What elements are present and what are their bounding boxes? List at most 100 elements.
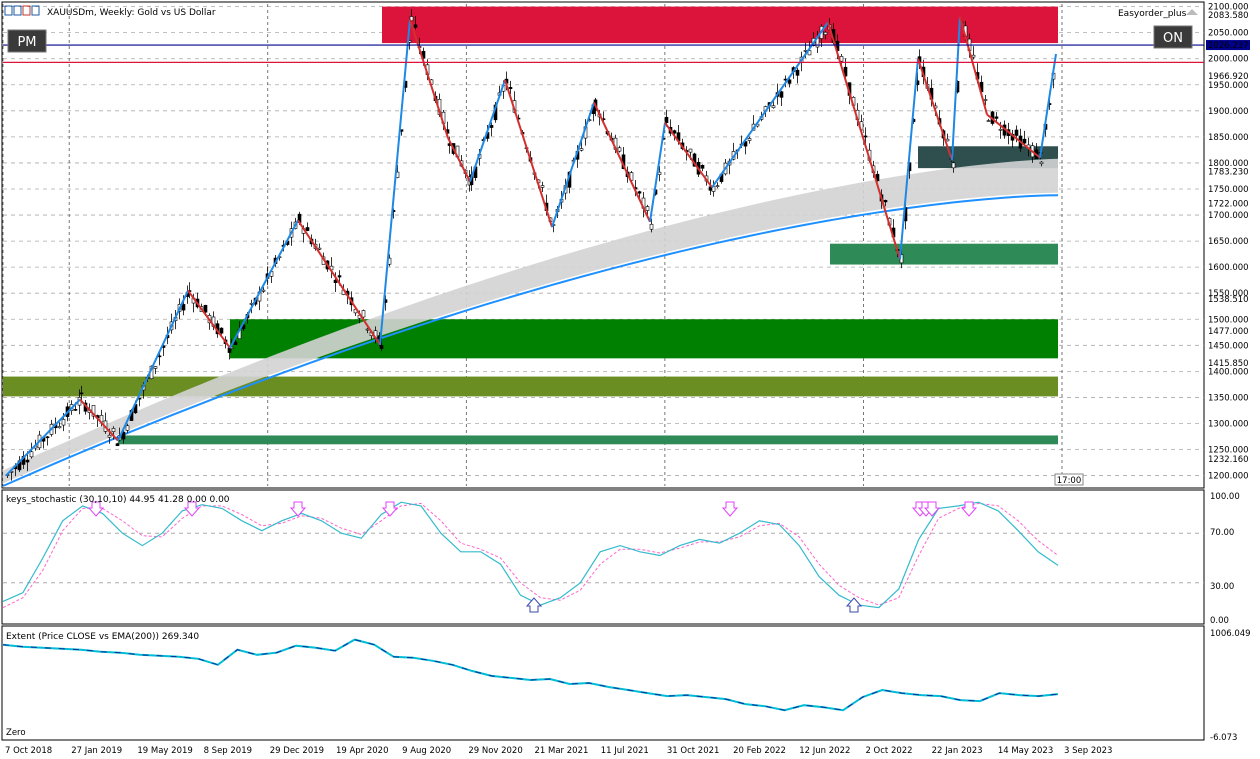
price-axis-label: 2026.237 [1208, 41, 1249, 51]
candle-body [863, 135, 868, 138]
price-axis-label: 1966.920 [1208, 72, 1249, 82]
stoch-axis-70: 70.00 [1210, 528, 1234, 538]
candle-body [649, 223, 654, 230]
price-axis-label: 1750.000 [1208, 185, 1249, 195]
zigzag-segment [551, 102, 595, 228]
candle-body [998, 128, 1003, 131]
price-zone [118, 435, 1058, 445]
stoch-up-arrow [525, 597, 543, 613]
price-axis-label: 1450.000 [1208, 341, 1249, 351]
extent-series-line [2, 638, 1059, 712]
candle-body [700, 164, 705, 169]
current-price-tag [1206, 40, 1250, 51]
time-axis-label: 20 Feb 2022 [733, 746, 786, 756]
candle-body [508, 87, 513, 90]
zigzag-segment [711, 21, 829, 188]
candle-body [317, 247, 322, 250]
candle-body [787, 79, 792, 84]
symbol-icon [4, 5, 40, 16]
chart-icon-d [31, 5, 40, 16]
zigzag-segment [899, 58, 919, 260]
candle-body [305, 227, 310, 231]
time-axis-label: 7 Oct 2018 [5, 746, 52, 756]
candle-body [219, 327, 224, 334]
price-axis-label: 1722.000 [1208, 200, 1249, 210]
zigzag-segment [649, 122, 666, 222]
candle-body [379, 345, 384, 349]
stochastic-title: keys_stochastic (30,10,10) 44.95 41.28 0… [6, 495, 230, 505]
ma-cloud-layer [2, 158, 1059, 487]
time-axis-label: 21 Mar 2021 [535, 746, 589, 756]
candle-body [125, 425, 130, 431]
stoch-down-arrow [721, 501, 739, 517]
on-button-label[interactable]: ON [1163, 31, 1183, 46]
candle-body [579, 148, 584, 151]
price-axis-label: 1250.000 [1208, 446, 1249, 456]
price-axis-label: 1950.000 [1208, 81, 1249, 91]
candle-body [795, 69, 800, 76]
zigzag-segment [5, 398, 81, 477]
time-axis-label: 9 Aug 2020 [402, 746, 451, 756]
stoch-down-arrow [87, 501, 105, 517]
countdown-frame [1054, 473, 1084, 486]
extent-axis-max: 1006.049 [1210, 629, 1251, 639]
on-button-bg[interactable] [1153, 25, 1193, 49]
candle-body [617, 147, 622, 152]
time-axis-label: 3 Sep 2023 [1064, 746, 1112, 756]
stoch-down-arrow [381, 501, 399, 517]
candle-body [747, 138, 752, 141]
candle-body [73, 409, 78, 411]
stochastic-lines [2, 501, 1059, 609]
stochastic-panel[interactable]: keys_stochastic (30,10,10) 44.95 41.28 0… [1, 489, 1240, 626]
extent-panel[interactable]: Extent (Price CLOSE vs EMA(200)) 269.340… [1, 625, 1251, 743]
chart-icon-a [4, 5, 13, 16]
stochastic-arrows [87, 501, 978, 613]
candle-body [361, 310, 366, 318]
price-axis-label: 1800.000 [1208, 159, 1249, 169]
candle-body [57, 426, 62, 429]
zigzag-segment [917, 58, 953, 161]
pm-button-bg[interactable] [7, 29, 47, 53]
zigzag-segment [504, 79, 553, 228]
pm-button-label[interactable]: PM [17, 35, 36, 50]
pm-button[interactable]: PM [7, 29, 47, 53]
candle-body [29, 451, 34, 458]
candle-body [743, 141, 748, 147]
candle-body [233, 341, 238, 346]
on-button[interactable]: ON [1153, 25, 1193, 49]
time-axis-label: 8 Sep 2019 [204, 746, 252, 756]
zigzag-segment [664, 122, 713, 189]
ea-hat-icon [1186, 9, 1198, 15]
time-axis: 7 Oct 2018 27 Jan 2019 19 May 2019 8 Sep 20… [5, 746, 1112, 756]
price-axis-label: 1200.000 [1208, 472, 1249, 482]
candle-body [61, 419, 66, 426]
extent-title: Extent (Price CLOSE vs EMA(200)) 269.340 [6, 632, 199, 642]
candle-body [79, 392, 84, 395]
price-zone [3, 376, 1058, 397]
price-axis-label: 2100.000 [1208, 3, 1249, 13]
price-axis-label: 1850.000 [1208, 133, 1249, 143]
candle-body [883, 199, 888, 203]
price-axis-label: 1600.000 [1208, 263, 1249, 273]
moving-average-line [2, 194, 1059, 487]
extent-zero-label: Zero [6, 728, 26, 738]
zigzag-segment [117, 290, 189, 442]
price-zone [382, 6, 1058, 44]
price-axis-label: 1232.160 [1208, 455, 1249, 465]
time-axis-label: 27 Jan 2019 [71, 746, 122, 756]
candle-body [1014, 129, 1019, 136]
candle-body [771, 105, 776, 108]
price-axis-label: 1550.000 [1208, 289, 1249, 299]
candle-body [45, 436, 50, 439]
time-axis-label: 31 Oct 2021 [667, 746, 720, 756]
candle-body [413, 24, 418, 28]
candle-body [672, 130, 677, 134]
candle-body [688, 148, 693, 153]
stoch-down-arrow [183, 501, 201, 517]
candle-body [951, 162, 956, 169]
candle-body [971, 54, 976, 58]
price-axis-label: 1477.000 [1208, 327, 1249, 337]
